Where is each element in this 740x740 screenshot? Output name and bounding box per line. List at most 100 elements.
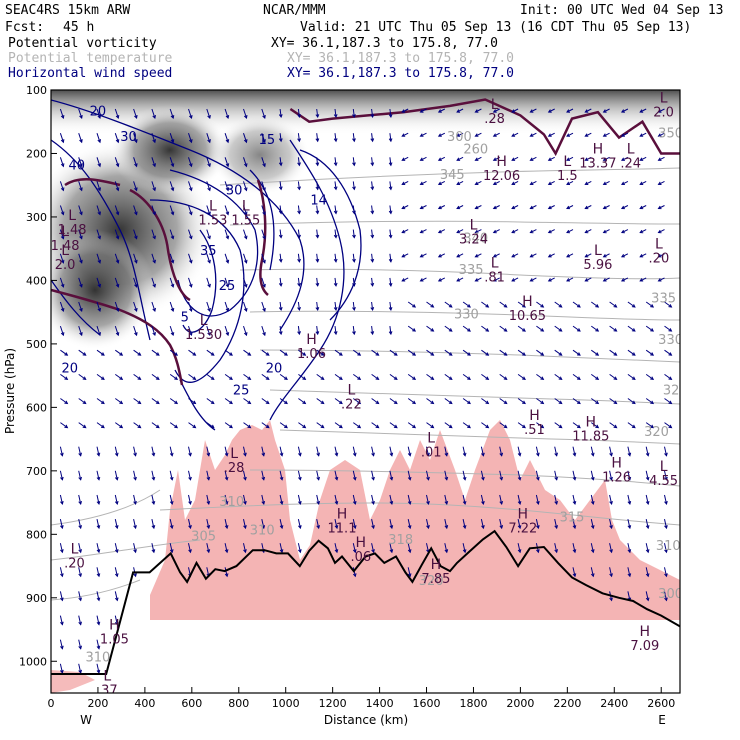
- wind-vector-head: [206, 476, 211, 481]
- wind-vector: [456, 277, 464, 282]
- wind-vector-head: [370, 282, 375, 287]
- wind-vector-head: [536, 525, 540, 530]
- wind-vector: [224, 518, 228, 529]
- wind-vector-head: [278, 282, 283, 287]
- wind-vector-head: [620, 229, 625, 234]
- wind-vector: [554, 349, 562, 356]
- wind-vector: [78, 229, 83, 239]
- wind-vector-head: [60, 621, 64, 626]
- wind-vector: [621, 205, 629, 209]
- wind-vector: [224, 373, 233, 380]
- wind-vector: [59, 205, 64, 215]
- theta-label: 350: [658, 127, 683, 142]
- wind-vector: [554, 446, 558, 456]
- wind-vector: [475, 132, 482, 137]
- wind-vector: [499, 349, 507, 356]
- wind-vector-head: [78, 621, 82, 626]
- wind-vector: [334, 181, 337, 190]
- wind-vector: [188, 398, 196, 404]
- wind-vector: [279, 422, 288, 429]
- wind-vector: [462, 446, 466, 456]
- wind-vector-head: [393, 376, 398, 381]
- wind-vector: [426, 422, 434, 429]
- theta-label: 310: [250, 523, 275, 538]
- wind-vector-head: [224, 452, 229, 457]
- wind-vector-head: [278, 186, 283, 191]
- wind-vector-head: [590, 573, 595, 578]
- wind-vector: [96, 398, 105, 404]
- wind-vector: [438, 156, 446, 161]
- wind-vector: [224, 253, 229, 263]
- wind-vector: [462, 325, 471, 332]
- wind-vector-head: [595, 400, 600, 405]
- wind-vector: [261, 518, 265, 529]
- wind-vector: [133, 518, 137, 529]
- wind-vector: [475, 253, 482, 258]
- wind-vector-head: [320, 424, 325, 429]
- wind-vector-head: [334, 500, 339, 506]
- wind-vector-head: [572, 549, 577, 554]
- wind-vector: [261, 108, 266, 119]
- wind-vector-head: [97, 283, 101, 288]
- wind-vector-head: [64, 424, 69, 429]
- wind-vector: [316, 494, 320, 505]
- wind-vector-head: [96, 597, 101, 602]
- wind-vector-head: [370, 307, 375, 312]
- wind-vector-head: [78, 525, 82, 530]
- wind-vector-head: [333, 162, 338, 167]
- wind-speed-label: 20: [62, 362, 79, 377]
- wind-vector-head: [225, 139, 230, 144]
- wind-vector: [188, 253, 192, 263]
- wind-vector: [59, 567, 63, 577]
- theta-label: 310: [85, 650, 110, 665]
- wind-vector: [627, 349, 636, 356]
- wind-vector-head: [96, 549, 101, 554]
- wind-vector: [493, 132, 500, 137]
- extremum-value: 5.96: [583, 258, 612, 273]
- wind-vector-head: [96, 669, 101, 674]
- wind-vector: [188, 229, 192, 239]
- wind-vector-head: [134, 163, 138, 168]
- wind-vector-head: [419, 254, 424, 258]
- wind-vector: [224, 205, 229, 215]
- wind-vector: [426, 446, 429, 456]
- wind-vector-head: [97, 211, 101, 216]
- wind-vector-head: [82, 424, 87, 429]
- wind-speed-label: 14: [310, 193, 327, 208]
- wind-vector: [59, 157, 64, 167]
- wind-vector-head: [401, 157, 406, 161]
- wind-vector-head: [536, 549, 540, 554]
- wind-vector: [169, 494, 173, 505]
- y-tick-label: 900: [26, 592, 47, 605]
- wind-vector: [78, 494, 82, 505]
- wind-vector-head: [169, 452, 174, 457]
- wind-vector-head: [278, 331, 283, 336]
- wind-vector-head: [370, 162, 375, 167]
- wind-vector-head: [572, 500, 577, 506]
- wind-vector: [114, 591, 118, 601]
- wind-vector-head: [645, 549, 650, 554]
- wind-vector: [645, 446, 649, 456]
- wind-vector: [627, 422, 636, 429]
- wind-vector: [243, 108, 247, 119]
- wind-speed-label: 30: [120, 130, 137, 145]
- wind-vector: [627, 446, 631, 456]
- wind-vector: [645, 422, 654, 429]
- wind-vector-head: [278, 162, 283, 167]
- wind-vector: [407, 494, 411, 505]
- wind-vector: [243, 494, 246, 505]
- wind-vector: [548, 277, 555, 282]
- wind-vector-head: [152, 163, 156, 168]
- wind-vector-head: [554, 500, 558, 506]
- wind-vector-head: [97, 139, 101, 144]
- wind-vector: [243, 398, 251, 404]
- wind-vector-head: [265, 400, 270, 405]
- wind-vector: [517, 398, 526, 404]
- wind-vector: [493, 277, 500, 282]
- wind-vector: [627, 494, 631, 505]
- wind-vector: [188, 446, 191, 456]
- extremum-value: 2.0: [55, 258, 76, 273]
- wind-vector-head: [170, 307, 175, 312]
- wind-vector-head: [278, 138, 283, 143]
